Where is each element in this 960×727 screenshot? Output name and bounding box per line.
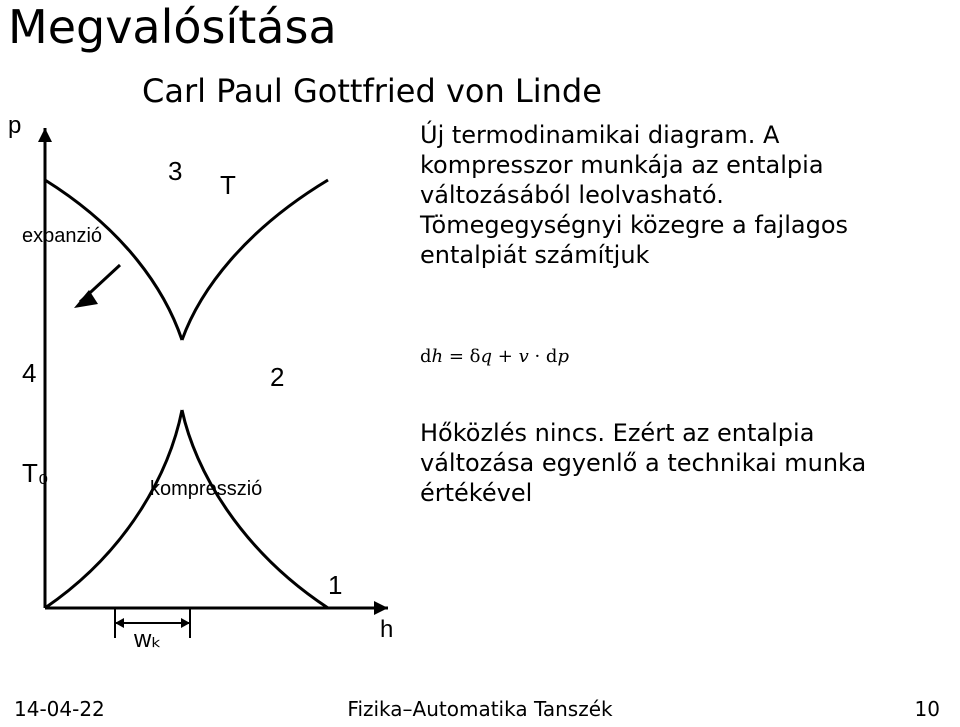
- formula-h: h: [432, 346, 444, 367]
- diagram-label: 2: [270, 362, 284, 393]
- formula-d1: d: [420, 346, 432, 367]
- diagram-label: p: [8, 112, 21, 140]
- formula-dot: ·: [529, 346, 546, 367]
- paragraph-1: Új termodinamikai diagram. A kompresszor…: [420, 120, 930, 270]
- formula: dh = δq + v · dp: [420, 346, 569, 367]
- formula-d2: d: [546, 346, 558, 367]
- formula-v: v: [519, 346, 529, 367]
- diagram-label: T: [220, 170, 236, 201]
- ph-diagram: pexpanzió3T42T₀kompresszió1wₖh: [10, 120, 410, 660]
- ph-diagram-svg: [10, 120, 410, 660]
- footer-page: 10: [915, 697, 940, 721]
- subtitle: Carl Paul Gottfried von Linde: [142, 72, 602, 110]
- diagram-label: 1: [328, 570, 342, 601]
- page-title: Megvalósítása: [8, 0, 337, 54]
- formula-plus: +: [492, 346, 519, 367]
- footer-date: 14-04-22: [14, 697, 105, 721]
- formula-p: p: [557, 346, 569, 367]
- paragraph-2: Hőközlés nincs. Ezért az entalpia változ…: [420, 418, 930, 508]
- formula-q: q: [481, 346, 493, 367]
- diagram-label: h: [380, 616, 393, 644]
- formula-delta: δ: [470, 346, 481, 367]
- diagram-label: expanzió: [22, 225, 102, 248]
- diagram-label: wₖ: [134, 625, 162, 654]
- diagram-label: 4: [22, 358, 36, 389]
- formula-eq: =: [443, 346, 470, 367]
- diagram-label: T₀: [22, 458, 49, 489]
- diagram-label: 3: [168, 156, 182, 187]
- diagram-label: kompresszió: [150, 478, 262, 501]
- footer-center: Fizika–Automatika Tanszék: [347, 697, 612, 721]
